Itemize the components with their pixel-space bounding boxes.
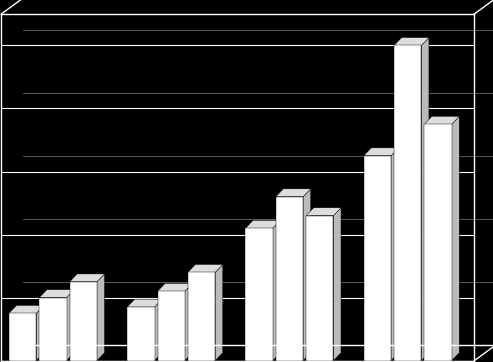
Polygon shape — [158, 291, 185, 361]
Polygon shape — [188, 265, 223, 272]
Polygon shape — [9, 306, 44, 313]
Polygon shape — [36, 306, 44, 361]
Polygon shape — [154, 299, 162, 361]
Polygon shape — [127, 307, 154, 361]
Polygon shape — [273, 220, 281, 361]
Polygon shape — [424, 124, 452, 361]
Polygon shape — [188, 272, 215, 361]
Polygon shape — [333, 208, 341, 361]
Polygon shape — [422, 38, 429, 361]
Polygon shape — [391, 148, 399, 361]
Polygon shape — [246, 228, 273, 361]
Polygon shape — [424, 116, 459, 124]
Polygon shape — [67, 290, 74, 361]
Polygon shape — [306, 216, 333, 361]
Polygon shape — [39, 290, 74, 298]
Polygon shape — [70, 274, 105, 282]
Polygon shape — [158, 283, 192, 291]
Polygon shape — [9, 313, 36, 361]
Polygon shape — [364, 156, 391, 361]
Polygon shape — [394, 38, 429, 46]
Polygon shape — [127, 299, 162, 307]
Polygon shape — [276, 189, 311, 197]
Polygon shape — [246, 220, 281, 228]
Polygon shape — [452, 116, 459, 361]
Polygon shape — [97, 274, 105, 361]
Polygon shape — [215, 265, 223, 361]
Polygon shape — [394, 46, 422, 361]
Polygon shape — [276, 197, 303, 361]
Polygon shape — [39, 298, 67, 361]
Polygon shape — [185, 283, 192, 361]
Polygon shape — [303, 189, 311, 361]
Polygon shape — [364, 148, 399, 156]
Polygon shape — [306, 208, 341, 216]
Polygon shape — [70, 282, 97, 361]
